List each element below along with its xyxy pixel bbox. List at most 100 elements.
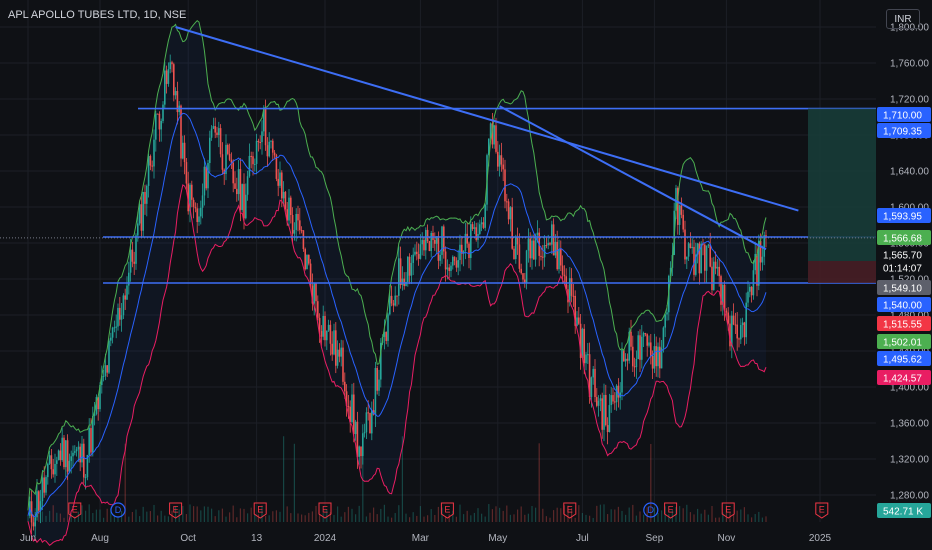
candle-body: [666, 312, 668, 315]
candle-body: [495, 125, 497, 152]
candle-body: [63, 437, 65, 468]
dividend-marker-shape: [643, 502, 659, 518]
volume-bar: [257, 514, 259, 522]
candle-body: [759, 240, 762, 263]
volume-bar: [347, 506, 349, 522]
candle-body: [155, 113, 157, 140]
candle-body: [291, 215, 294, 234]
candle-body: [475, 227, 477, 240]
volume-bar: [621, 510, 623, 522]
candle-body: [358, 446, 360, 457]
candle-body: [225, 144, 227, 174]
candle-body: [513, 248, 515, 259]
candle-body: [498, 155, 501, 167]
volume-bar: [45, 515, 47, 522]
candle-body: [693, 246, 695, 275]
candle-body: [633, 366, 636, 368]
candle-body: [230, 159, 233, 163]
volume-bar: [322, 513, 324, 522]
candle-body: [259, 141, 261, 143]
candle-body: [207, 163, 209, 189]
candle-body: [75, 449, 78, 452]
x-tick-label: Nov: [718, 533, 736, 544]
volume-bar: [434, 514, 436, 522]
candle-body: [686, 256, 688, 260]
volume-bar: [682, 508, 684, 522]
x-tick-label: Oct: [180, 533, 196, 544]
volume-bar: [527, 513, 529, 522]
volume-bar: [495, 506, 497, 522]
volume-bar: [617, 506, 619, 522]
price-scale-label: 1,495.62: [877, 351, 931, 366]
candle-body: [52, 469, 54, 475]
candle-body: [329, 324, 332, 344]
volume-bar: [596, 505, 598, 522]
candle-body: [293, 229, 296, 234]
candle-body: [353, 394, 355, 435]
volume-bar: [459, 504, 461, 522]
volume-bar: [311, 511, 313, 522]
candle-body: [749, 286, 751, 292]
volume-bar: [700, 513, 702, 522]
candle-body: [657, 346, 659, 367]
x-tick-label: 2025: [809, 533, 832, 544]
candle-body: [574, 295, 576, 326]
price-scale-label-text: 1,593.95: [883, 212, 922, 223]
candle-body: [156, 113, 159, 115]
currency-selector[interactable]: INR: [886, 9, 920, 29]
candle-body: [572, 295, 575, 297]
volume-bar: [722, 512, 724, 522]
volume-bar: [718, 517, 720, 522]
candle-body: [41, 477, 44, 502]
candle-body: [216, 132, 218, 136]
x-tick-label: Sep: [646, 533, 664, 544]
candle-body: [743, 322, 746, 338]
volume-bar: [247, 513, 249, 522]
candle-body: [414, 251, 416, 255]
price-scale-label-text: 1,710.00: [883, 111, 922, 122]
candle-body: [484, 204, 486, 228]
candle-body: [43, 477, 45, 493]
candle-body: [272, 140, 274, 153]
volume-bar: [743, 507, 745, 522]
candle-body: [722, 284, 724, 305]
volume-bar: [707, 514, 709, 522]
candle-body: [579, 323, 582, 358]
volume-bar: [754, 514, 756, 522]
candle-body: [461, 244, 463, 254]
price-scale-label-bg: [877, 334, 931, 349]
candle-body: [299, 220, 301, 231]
volume-bar: [693, 514, 695, 522]
price-scale-label-bg: [877, 123, 931, 138]
candle-body: [450, 265, 452, 271]
candle-body: [54, 463, 56, 475]
volume-bar: [502, 510, 504, 522]
candle-body: [704, 244, 706, 271]
candle-body: [239, 169, 242, 210]
candle-body: [747, 291, 749, 303]
volume-bar: [308, 512, 310, 522]
candle-body: [441, 226, 443, 255]
candle-body: [677, 188, 679, 225]
volume-bar: [70, 513, 72, 522]
volume-bar: [419, 506, 421, 522]
candle-body: [745, 302, 747, 338]
candle-body: [392, 303, 395, 306]
candle-body: [702, 243, 704, 245]
candle-body: [176, 91, 179, 113]
candle-body: [606, 425, 609, 433]
candle-body: [300, 230, 303, 232]
volume-bar: [301, 514, 303, 522]
candle-body: [504, 169, 506, 202]
candle-body: [536, 232, 539, 236]
candle-body: [452, 256, 454, 266]
candle-body: [542, 256, 544, 258]
volume-bar: [733, 514, 735, 522]
candle-body: [468, 243, 470, 258]
candle-body: [106, 365, 108, 373]
volume-bar: [56, 512, 58, 522]
candle-body: [428, 241, 431, 252]
candle-body: [430, 232, 432, 252]
